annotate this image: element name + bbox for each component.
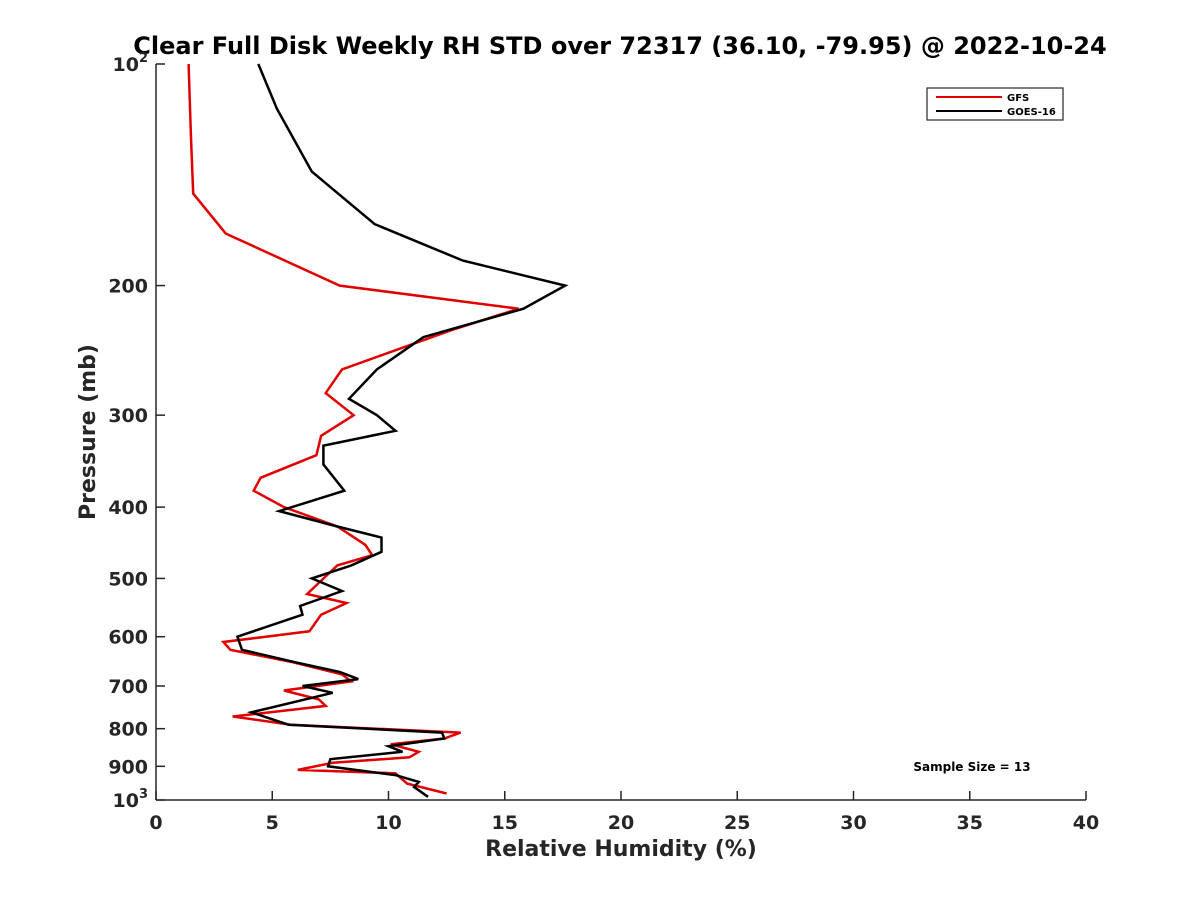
y-tick-label: 500 [108, 568, 148, 590]
y-tick-label: 600 [108, 627, 148, 649]
y-tick-label: 102 [113, 51, 149, 76]
x-axis-label: Relative Humidity (%) [485, 837, 757, 862]
legend-box [926, 87, 1064, 121]
chart-title: Clear Full Disk Weekly RH STD over 72317… [133, 32, 1106, 60]
x-tick-label: 25 [724, 812, 750, 834]
y-tick-label: 700 [108, 676, 148, 698]
legend-label-gfs: GFS [1007, 93, 1029, 104]
y-axis-label: Pressure (mb) [76, 344, 101, 520]
y-tick-label: 103 [113, 787, 149, 812]
series-line-goes16 [235, 63, 569, 798]
x-tick-label: 20 [608, 812, 634, 834]
x-tick-label: 35 [957, 812, 983, 834]
y-tick-label: 800 [108, 719, 148, 741]
x-tick-label: 10 [375, 812, 401, 834]
x-tick-label: 30 [840, 812, 866, 834]
y-tick-label: 200 [108, 276, 148, 298]
x-tick-label: 5 [266, 812, 279, 834]
x-tick-label: 15 [492, 812, 518, 834]
y-tick-label: 300 [108, 405, 148, 427]
plot-lines [187, 63, 569, 798]
y-ticks: 102 200 300 400 500 600 700 800 900 103 [108, 51, 165, 812]
y-tick-label: 900 [108, 756, 148, 778]
x-tick-label: 0 [149, 812, 162, 834]
y-tick-label: 400 [108, 497, 148, 519]
legend-label-goes16: GOES-16 [1007, 107, 1056, 118]
series-line-gfs [187, 63, 520, 795]
x-tick-label: 40 [1073, 812, 1099, 834]
sample-size-annotation: Sample Size = 13 [913, 760, 1030, 774]
legend: GFS GOES-16 [926, 87, 1064, 121]
x-ticks: 0 5 10 15 20 25 30 35 40 [149, 791, 1099, 834]
